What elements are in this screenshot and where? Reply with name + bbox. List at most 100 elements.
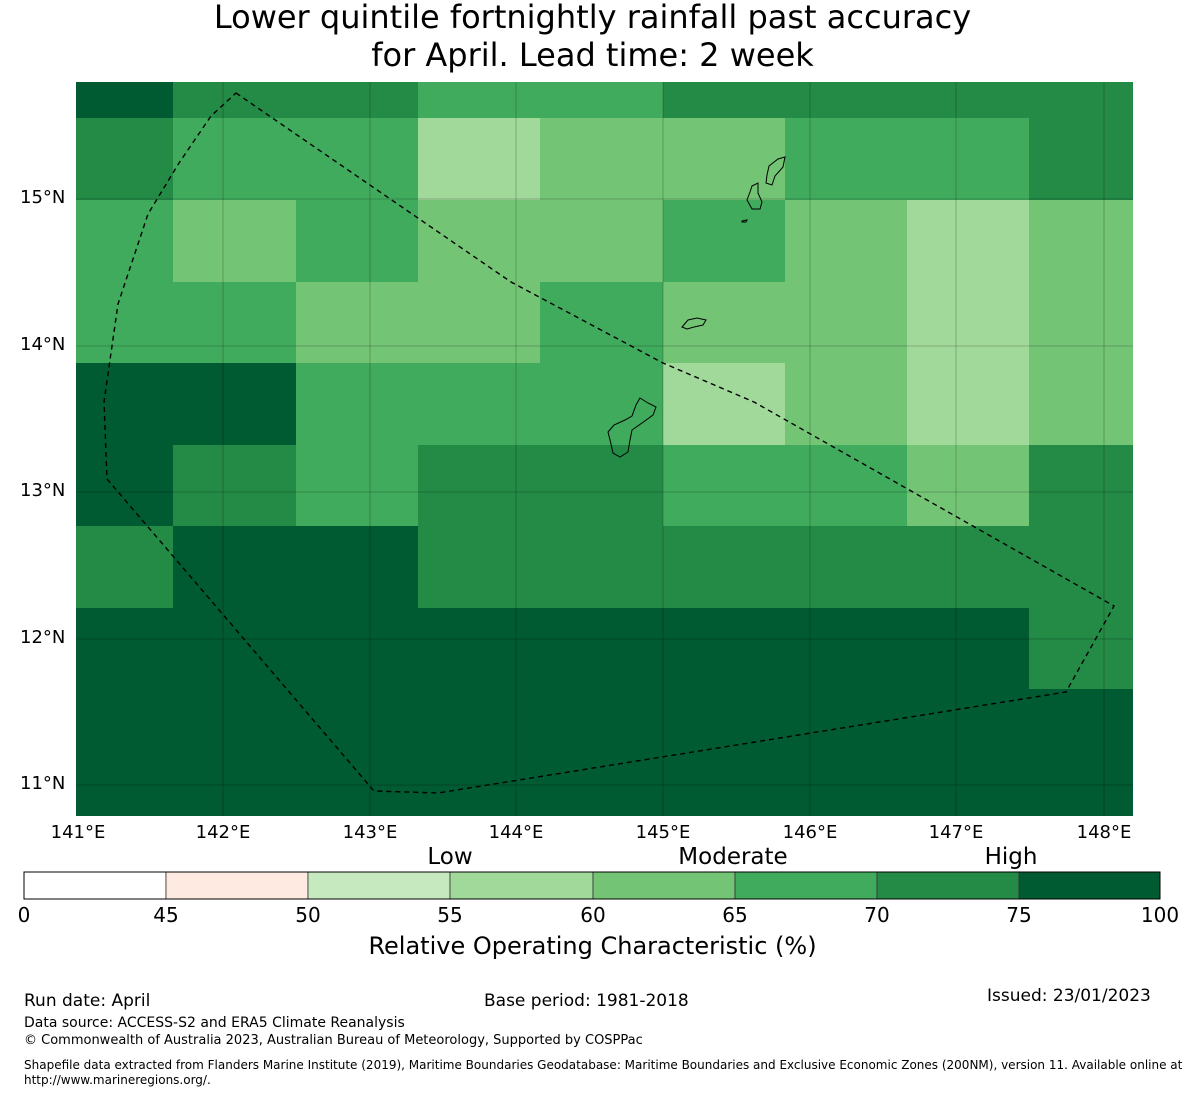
grid-cell (173, 363, 296, 445)
grid-cell (418, 282, 540, 363)
grid-cell (76, 608, 173, 689)
grid-cell (76, 118, 173, 200)
grid-cell (1029, 200, 1133, 282)
lon-label-143e: 143°E (342, 822, 398, 843)
grid-cell (663, 82, 785, 118)
grid-cell (1029, 118, 1133, 200)
lon-label-147e: 147°E (928, 822, 984, 843)
islands (607, 156, 786, 458)
island-saipan (765, 156, 786, 186)
colorbar-tick-75: 75 (1006, 903, 1032, 927)
map-title-line-2: for April. Lead time: 2 week (371, 36, 814, 74)
grid-cell (785, 200, 907, 282)
colorbar-tick-100: 100 (1140, 903, 1180, 927)
colorbar-segment (165, 871, 309, 900)
island-rota (681, 317, 707, 330)
grid-cell (418, 200, 540, 282)
colorbar-tick-60: 60 (580, 903, 606, 927)
grid-cell (907, 282, 1029, 363)
grid-cell (907, 526, 1029, 608)
grid-cell (663, 445, 785, 526)
grid-cell (173, 82, 296, 118)
lat-label-11n: 11°N (20, 773, 66, 794)
grid-cell (418, 689, 540, 816)
colorbar-label: Relative Operating Characteristic (%) (368, 932, 817, 960)
lon-label-146e: 146°E (782, 822, 838, 843)
grid-cell (1029, 282, 1133, 363)
grid-cell (76, 689, 173, 816)
accuracy-grid (76, 82, 1133, 816)
grid-cell (296, 608, 418, 689)
colorbar-segment (449, 871, 594, 900)
colorbar (23, 871, 1161, 900)
colorbar-frame (23, 871, 1161, 900)
grid-cell (76, 282, 173, 363)
colorbar-category-low: Low (427, 844, 473, 870)
grid-cell (785, 282, 907, 363)
grid-cell (296, 118, 418, 200)
colorbar-segment (307, 871, 451, 900)
grid-cell (907, 82, 1029, 118)
grid-cell (418, 363, 540, 445)
grid-cell (785, 689, 907, 816)
grid-cell (418, 82, 540, 118)
grid-cell (785, 445, 907, 526)
grid-cell (296, 363, 418, 445)
island-tinian (741, 219, 748, 223)
lat-label-13n: 13°N (20, 480, 66, 501)
grid-cell (785, 82, 907, 118)
grid-cell (296, 282, 418, 363)
grid-cell (540, 200, 663, 282)
grid-cell (540, 82, 663, 118)
run-date: Run date: April (24, 991, 151, 1011)
grid-cell (296, 445, 418, 526)
grid-cell (663, 363, 785, 445)
lat-label-14n: 14°N (20, 334, 66, 355)
grid-cell (1029, 363, 1133, 445)
copyright: © Commonwealth of Australia 2023, Austra… (24, 1033, 643, 1048)
grid-cell (785, 363, 907, 445)
grid-cell (1029, 608, 1133, 689)
grid-cell (418, 445, 540, 526)
grid-cell (1029, 689, 1133, 816)
grid-cell (663, 689, 785, 816)
grid-cell (173, 445, 296, 526)
grid-cell (76, 445, 173, 526)
grid-cell (418, 118, 540, 200)
lon-label-144e: 144°E (488, 822, 544, 843)
grid-cell (173, 118, 296, 200)
colorbar-tick-45: 45 (153, 903, 179, 927)
grid-cell (785, 118, 907, 200)
grid-cell (1029, 82, 1133, 118)
grid-cell (76, 526, 173, 608)
grid-cell (540, 608, 663, 689)
grid-cell (540, 689, 663, 816)
grid-cell (540, 445, 663, 526)
grid-cell (907, 118, 1029, 200)
colorbar-segment (1018, 871, 1161, 900)
island-saipan-tinian (746, 182, 763, 210)
grid-cell (1029, 445, 1133, 526)
grid-cell (76, 363, 173, 445)
colorbar-category-high: High (984, 844, 1038, 870)
grid-cell (663, 200, 785, 282)
grid-cell (296, 689, 418, 816)
grid-cell (663, 118, 785, 200)
grid-cell (540, 282, 663, 363)
grid-cell (785, 608, 907, 689)
lat-label-15n: 15°N (20, 187, 66, 208)
grid-cell (296, 82, 418, 118)
shapefile-credit: Shapefile data extracted from Flanders M… (24, 1058, 1183, 1087)
colorbar-category-moderate: Moderate (678, 844, 788, 870)
colorbar-tick-70: 70 (864, 903, 890, 927)
grid-cell (663, 282, 785, 363)
colorbar-tick-65: 65 (722, 903, 748, 927)
eez-boundary (103, 92, 1115, 794)
grid-cell (418, 526, 540, 608)
lon-label-145e: 145°E (635, 822, 691, 843)
grid-cell (296, 200, 418, 282)
colorbar-segment (876, 871, 1020, 900)
grid-cell (173, 526, 296, 608)
colorbar-segment (23, 871, 167, 900)
